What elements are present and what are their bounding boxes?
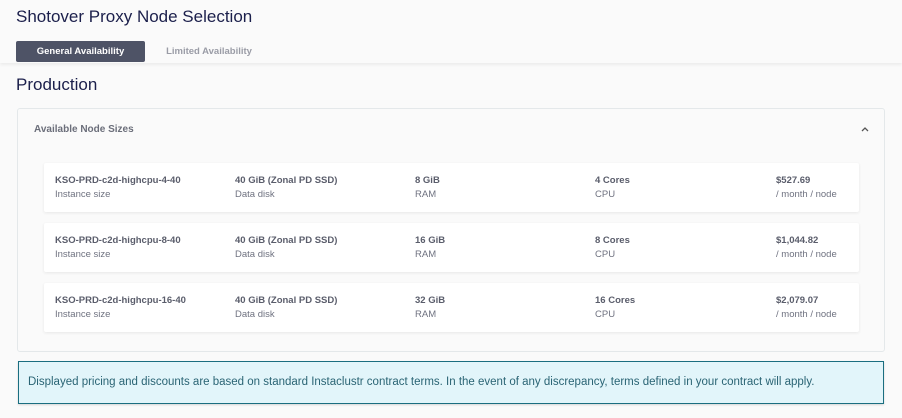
chevron-up-icon[interactable]: [858, 122, 872, 136]
price-label: / month / node: [776, 249, 837, 260]
ram-cell: 16 GiB RAM: [415, 235, 445, 260]
ram-value: 8 GiB: [415, 175, 440, 186]
disk-cell: 40 GiB (Zonal PD SSD) Data disk: [235, 295, 337, 320]
tab-general-availability[interactable]: General Availability: [16, 41, 145, 62]
price-cell: $2,079.07 / month / node: [776, 295, 837, 320]
price-label: / month / node: [776, 309, 837, 320]
node-sizes-panel: Available Node Sizes KSO-PRD-c2d-highcpu…: [17, 108, 885, 352]
section-title: Production: [16, 75, 98, 94]
page-title: Shotover Proxy Node Selection: [16, 7, 253, 26]
instance-value: KSO-PRD-c2d-highcpu-8-40: [55, 235, 181, 246]
instance-cell: KSO-PRD-c2d-highcpu-8-40 Instance size: [55, 235, 181, 260]
ram-label: RAM: [415, 309, 437, 320]
instance-value: KSO-PRD-c2d-highcpu-16-40: [55, 295, 186, 306]
disk-cell: 40 GiB (Zonal PD SSD) Data disk: [235, 235, 337, 260]
cpu-value: 4 Cores: [595, 175, 630, 186]
ram-cell: 8 GiB RAM: [415, 175, 440, 200]
disk-label: Data disk: [235, 309, 275, 320]
instance-label: Instance size: [55, 189, 111, 200]
node-size-row[interactable]: KSO-PRD-c2d-highcpu-8-40 Instance size 40 …: [44, 223, 859, 272]
instance-label: Instance size: [55, 309, 111, 320]
price-value: $2,079.07: [776, 295, 819, 306]
cpu-cell: 16 Cores CPU: [595, 295, 635, 320]
instance-cell: KSO-PRD-c2d-highcpu-16-40 Instance size: [55, 295, 186, 320]
price-value: $1,044.82: [776, 235, 819, 246]
cpu-label: CPU: [595, 249, 616, 260]
price-cell: $1,044.82 / month / node: [776, 235, 837, 260]
disk-value: 40 GiB (Zonal PD SSD): [235, 295, 338, 306]
price-cell: $527.69 / month / node: [776, 175, 837, 200]
ram-value: 32 GiB: [415, 295, 446, 306]
cpu-cell: 4 Cores CPU: [595, 175, 630, 200]
node-size-row[interactable]: KSO-PRD-c2d-highcpu-4-40 Instance size 40 …: [44, 163, 859, 212]
price-label: / month / node: [776, 189, 837, 200]
ram-label: RAM: [415, 189, 437, 200]
cpu-label: CPU: [595, 189, 616, 200]
tab-limited-availability[interactable]: Limited Availability: [166, 46, 252, 57]
cpu-cell: 8 Cores CPU: [595, 235, 630, 260]
instance-label: Instance size: [55, 249, 111, 260]
node-size-row[interactable]: KSO-PRD-c2d-highcpu-16-40 Instance size 40…: [44, 283, 859, 332]
ram-cell: 32 GiB RAM: [415, 295, 445, 320]
cpu-value: 16 Cores: [595, 295, 636, 306]
disk-value: 40 GiB (Zonal PD SSD): [235, 235, 338, 246]
disk-label: Data disk: [235, 189, 275, 200]
ram-label: RAM: [415, 249, 437, 260]
price-value: $527.69: [776, 175, 811, 186]
pricing-notice: Displayed pricing and discounts are base…: [18, 361, 884, 404]
disk-cell: 40 GiB (Zonal PD SSD) Data disk: [235, 175, 337, 200]
cpu-label: CPU: [595, 309, 616, 320]
instance-cell: KSO-PRD-c2d-highcpu-4-40 Instance size: [55, 175, 181, 200]
instance-value: KSO-PRD-c2d-highcpu-4-40: [55, 175, 181, 186]
disk-label: Data disk: [235, 249, 275, 260]
cpu-value: 8 Cores: [595, 235, 630, 246]
panel-title: Available Node Sizes: [34, 124, 134, 135]
availability-tabs: General Availability Limited Availabilit…: [0, 40, 902, 63]
ram-value: 16 GiB: [415, 235, 446, 246]
disk-value: 40 GiB (Zonal PD SSD): [235, 175, 338, 186]
